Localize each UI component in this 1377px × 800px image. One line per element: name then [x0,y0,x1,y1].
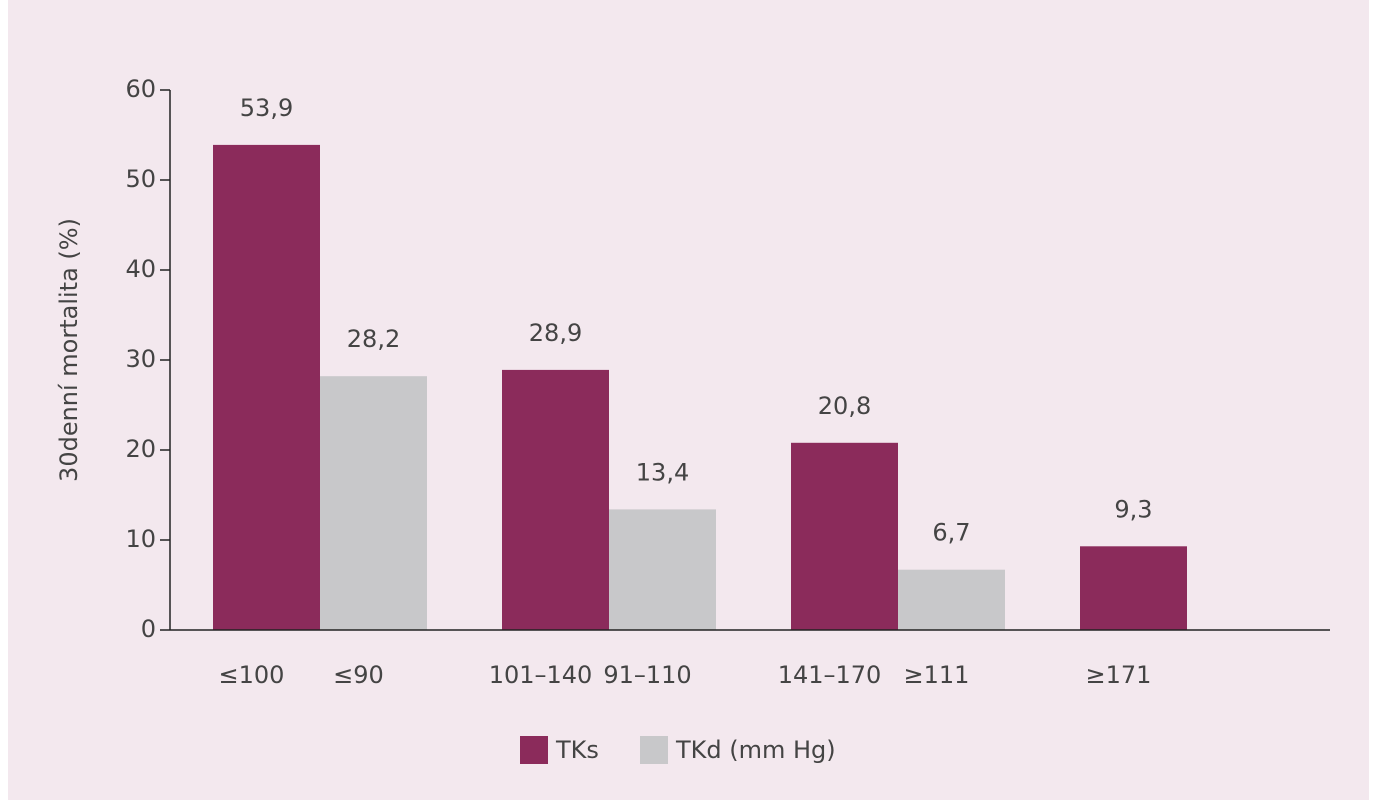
y-tick-label: 50 [125,165,156,193]
bar [320,376,427,630]
value-label: 20,8 [818,392,871,420]
x-tick-label: 91–110 [603,661,691,689]
legend-swatch [520,736,548,764]
value-label: 9,3 [1114,495,1152,523]
legend-label: TKs [555,736,599,764]
value-label: 6,7 [932,519,970,547]
y-tick-label: 20 [125,435,156,463]
value-label: 53,9 [240,94,293,122]
y-tick-label: 40 [125,255,156,283]
bar [898,569,1005,630]
y-axis-title: 30denní mortalita (%) [55,218,83,482]
x-tick-label: ≥171 [1086,661,1152,689]
legend-swatch [640,736,668,764]
x-tick-label: 141–170 [778,661,882,689]
x-tick-label: ≤100 [219,661,285,689]
y-tick-label: 30 [125,345,156,373]
x-tick-label: ≤90 [333,661,384,689]
y-tick-label: 10 [125,525,156,553]
y-tick-label: 0 [141,615,156,643]
value-label: 28,9 [529,319,582,347]
value-label: 28,2 [347,325,400,353]
x-tick-label: ≥111 [904,661,970,689]
y-tick-label: 60 [125,75,156,103]
x-tick-label: 101–140 [489,661,593,689]
legend-label: TKd (mm Hg) [675,736,836,764]
value-label: 13,4 [636,458,689,486]
bar [791,442,898,630]
bar [1080,546,1187,630]
bar [502,369,609,630]
bar [213,144,320,630]
bar [609,509,716,630]
